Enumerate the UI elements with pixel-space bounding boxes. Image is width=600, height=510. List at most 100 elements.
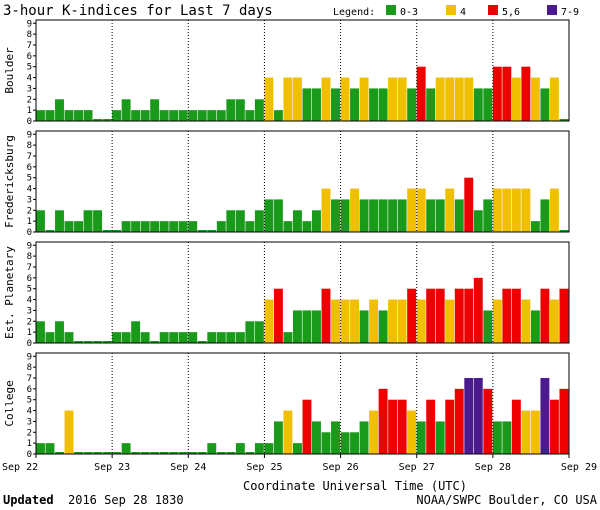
- k-bar: [273, 110, 283, 121]
- k-bar: [64, 410, 74, 454]
- k-bar: [302, 399, 312, 454]
- y-tick-label: 3: [27, 195, 32, 205]
- k-bar: [235, 210, 245, 232]
- k-bar: [83, 341, 93, 343]
- k-bar: [483, 310, 493, 343]
- k-bar: [454, 77, 464, 121]
- k-bar: [83, 452, 93, 454]
- k-bar: [331, 421, 340, 454]
- x-tick-label: Sep 23: [94, 462, 130, 473]
- k-bar: [435, 77, 445, 121]
- k-bar: [283, 410, 293, 454]
- k-bar: [264, 77, 274, 121]
- legend-label: Legend:: [333, 7, 375, 18]
- k-bar: [483, 88, 493, 121]
- k-bar: [530, 310, 540, 343]
- k-bar: [150, 99, 160, 121]
- k-bar: [483, 388, 493, 454]
- k-bar: [121, 443, 131, 454]
- k-bar: [169, 452, 179, 454]
- y-tick-label: 3: [27, 417, 32, 427]
- legend-item-label: 7-9: [561, 7, 579, 18]
- y-tick-label: 4: [27, 296, 32, 306]
- k-bar: [397, 77, 407, 121]
- y-tick-label: 6: [27, 385, 32, 395]
- k-bar: [473, 88, 483, 121]
- x-tick-label: Sep 27: [399, 462, 435, 473]
- k-bar: [340, 199, 350, 232]
- k-bar: [511, 288, 521, 343]
- k-bar: [426, 288, 436, 343]
- k-bar: [407, 88, 417, 121]
- legend-swatch: [488, 5, 498, 15]
- panels: 0123456789Boulder0123456789Fredericksbur…: [3, 19, 570, 460]
- station-label: Est. Planetary: [3, 246, 16, 339]
- legend-swatch: [386, 5, 396, 15]
- k-bar: [378, 88, 388, 121]
- k-bar: [464, 77, 474, 121]
- k-bar: [121, 221, 131, 232]
- y-tick-label: 4: [27, 407, 32, 417]
- k-bar: [235, 443, 245, 454]
- k-bar: [502, 421, 512, 454]
- k-bar: [559, 230, 569, 232]
- k-bar: [521, 66, 531, 121]
- k-bar: [226, 332, 236, 343]
- k-bar: [197, 110, 207, 121]
- y-tick-label: 8: [27, 363, 32, 373]
- k-bar: [55, 452, 64, 454]
- updated-label: Updated: [3, 493, 54, 507]
- k-bar: [226, 210, 236, 232]
- k-bar: [464, 288, 474, 343]
- station-label: College: [3, 380, 16, 426]
- k-bar: [93, 452, 103, 454]
- k-bar: [312, 310, 321, 343]
- legend-item-label: 4: [460, 7, 466, 18]
- k-bar: [45, 230, 55, 232]
- k-bar: [36, 210, 45, 232]
- y-tick-label: 1: [27, 328, 32, 338]
- y-tick-label: 2: [27, 206, 32, 216]
- k-bar: [445, 77, 455, 121]
- y-tick-label: 9: [27, 19, 32, 29]
- k-bar: [36, 110, 45, 121]
- k-bar: [131, 321, 141, 343]
- k-bar: [369, 88, 379, 121]
- k-bar: [83, 110, 93, 121]
- k-bar: [312, 421, 321, 454]
- k-bar: [340, 77, 350, 121]
- k-bar: [112, 452, 122, 454]
- k-bar: [454, 288, 464, 343]
- y-tick-label: 5: [27, 396, 32, 406]
- k-bar: [226, 452, 236, 454]
- k-bar: [492, 421, 502, 454]
- k-bar: [245, 221, 255, 232]
- k-bar: [454, 199, 464, 232]
- k-bar: [549, 77, 559, 121]
- k-bar: [102, 230, 112, 232]
- k-bar: [55, 210, 64, 232]
- k-bar: [93, 210, 103, 232]
- k-bar: [264, 199, 274, 232]
- k-bar: [445, 188, 455, 232]
- k-bar: [140, 221, 150, 232]
- chart-title: 3-hour K-indices for Last 7 days: [3, 3, 273, 19]
- k-bar: [369, 410, 379, 454]
- x-tick-label: Sep 29: [561, 462, 597, 473]
- k-bar: [540, 288, 550, 343]
- y-tick-label: 5: [27, 174, 32, 184]
- k-bar: [292, 310, 302, 343]
- k-bar: [207, 230, 217, 232]
- k-bar: [321, 432, 331, 454]
- k-bar: [178, 452, 188, 454]
- k-bar: [150, 221, 160, 232]
- x-axis-label: Coordinate Universal Time (UTC): [243, 479, 467, 493]
- k-bar: [216, 221, 226, 232]
- k-bar: [549, 299, 559, 343]
- k-bar: [197, 230, 207, 232]
- k-bar: [407, 288, 417, 343]
- k-bar: [273, 199, 283, 232]
- k-bar: [407, 410, 417, 454]
- k-bar: [331, 88, 340, 121]
